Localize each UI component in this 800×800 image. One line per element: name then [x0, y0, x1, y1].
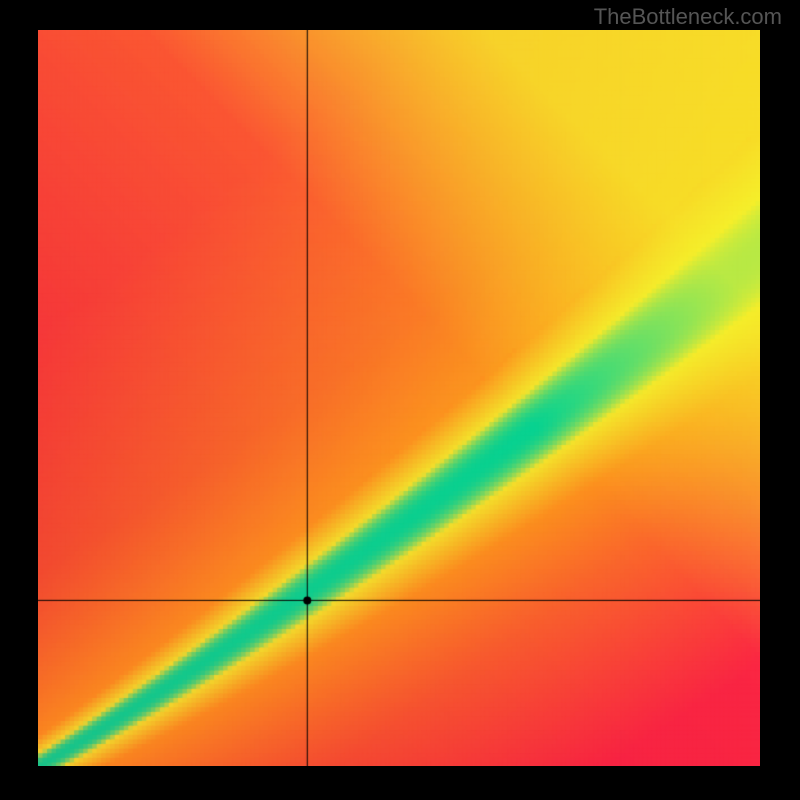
watermark-text: TheBottleneck.com: [594, 4, 782, 30]
chart-container: TheBottleneck.com: [0, 0, 800, 800]
bottleneck-heatmap: [38, 30, 760, 766]
